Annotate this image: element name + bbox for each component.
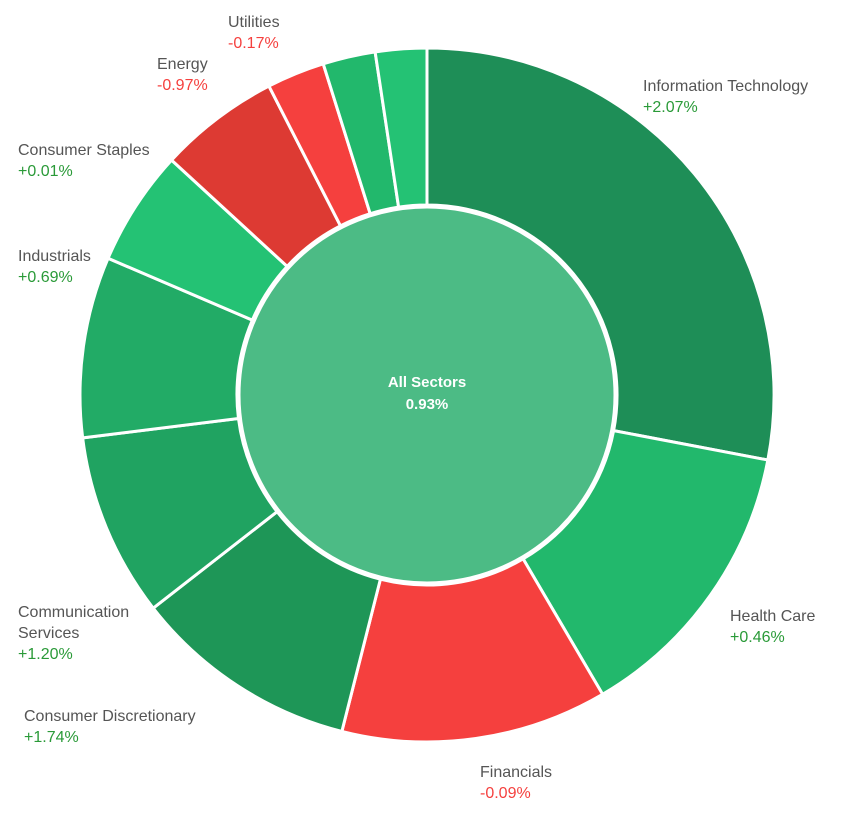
label-change: +0.01% (18, 163, 73, 180)
label-change: +1.20% (18, 646, 73, 663)
label-fin: Financials -0.09% (480, 762, 552, 804)
label-cd: Consumer Discretionary +1.74% (24, 706, 196, 748)
label-name: Industrials (18, 248, 91, 265)
label-name: Health Care (730, 608, 816, 625)
slice-unlabeled-10[interactable] (373, 46, 429, 209)
label-hc: Health Care +0.46% (730, 606, 815, 648)
label-name: Utilities (228, 14, 280, 31)
label-name: Communication (18, 604, 130, 621)
label-name: Energy (157, 56, 208, 73)
slice-health-care[interactable] (521, 428, 770, 697)
slice-financials[interactable] (340, 556, 605, 744)
label-cs: Consumer Staples +0.01% (18, 140, 150, 182)
label-change: +0.46% (730, 629, 785, 646)
label-ut: Utilities -0.17% (228, 12, 280, 54)
label-change: -0.09% (480, 785, 531, 802)
label-name: Services (18, 625, 80, 642)
label-en: Energy -0.97% (157, 54, 208, 96)
center-label: All Sectors 0.93% (327, 372, 527, 416)
label-it: Information Technology +2.07% (643, 76, 808, 118)
label-name: Information Technology (643, 78, 809, 95)
label-change: +0.69% (18, 269, 73, 286)
label-change: +2.07% (643, 99, 698, 116)
slice-information-technology[interactable] (425, 46, 776, 462)
label-change: -0.97% (157, 77, 208, 94)
label-name: Financials (480, 764, 553, 781)
label-ind: Industrials +0.69% (18, 246, 91, 288)
label-name: Consumer Staples (18, 142, 150, 159)
center-value: 0.93% (405, 396, 449, 413)
label-name: Consumer Discretionary (24, 708, 196, 725)
label-comm: Communication Services +1.20% (18, 602, 129, 665)
center-title: All Sectors (387, 374, 467, 391)
label-change: +1.74% (24, 729, 79, 746)
label-change: -0.17% (228, 35, 279, 52)
center-circle[interactable] (237, 205, 617, 585)
